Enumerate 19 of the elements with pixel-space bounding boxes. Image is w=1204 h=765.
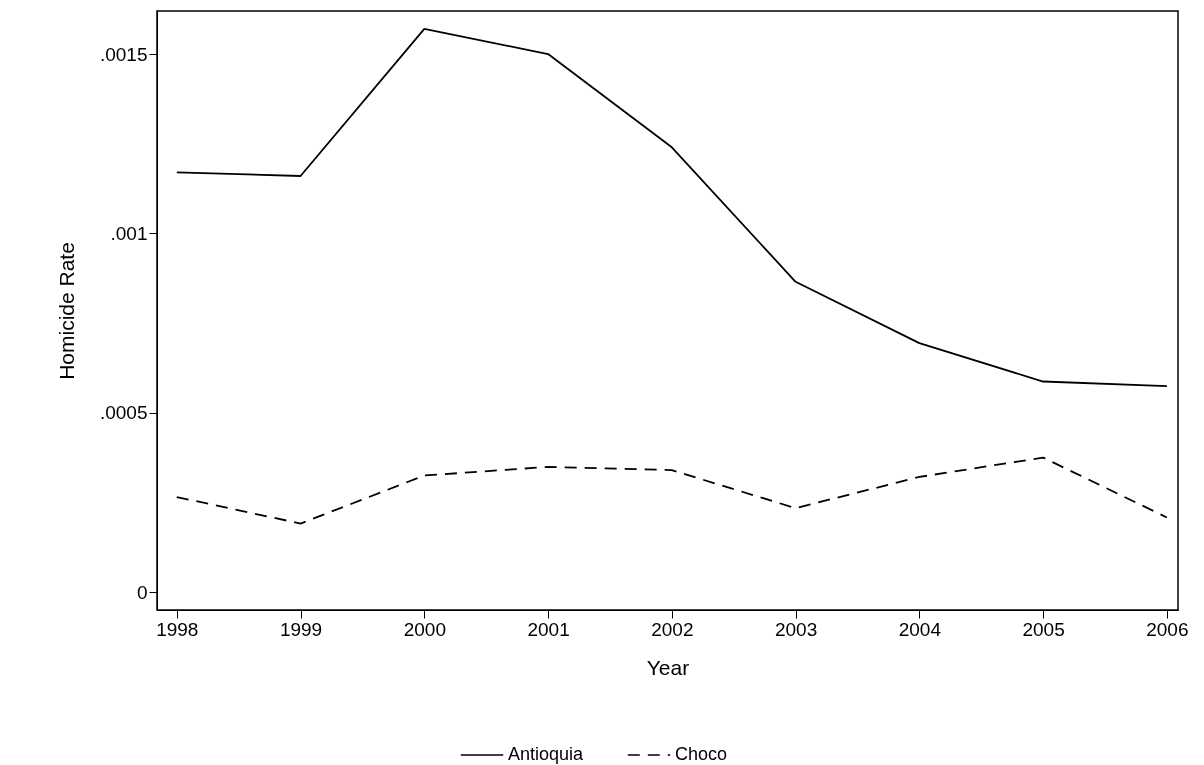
x-tick-label: 1998: [156, 618, 199, 640]
x-axis-title: Year: [646, 655, 690, 679]
y-tick-label: .0015: [99, 43, 148, 65]
line-series: [175, 28, 1168, 388]
x-tick-label: 1999: [279, 618, 323, 640]
x-tick-label: 2001: [527, 618, 570, 640]
x-tick-label: 2006: [1146, 618, 1189, 640]
line-series: [175, 456, 1168, 525]
y-tick-label: 0: [136, 581, 148, 603]
x-tick-label: 2003: [774, 618, 818, 640]
x-tick-label: 2002: [651, 618, 694, 640]
x-tick-label: 2004: [898, 618, 942, 640]
legend-label: Choco: [675, 744, 728, 764]
legend-label: Antioquia: [508, 744, 585, 764]
y-tick-label: .001: [110, 222, 148, 244]
y-axis-title: Homicide Rate: [54, 242, 78, 380]
x-tick-label: 2000: [403, 618, 446, 640]
y-tick-label: .0005: [99, 402, 148, 424]
x-tick-label: 2005: [1022, 618, 1065, 640]
